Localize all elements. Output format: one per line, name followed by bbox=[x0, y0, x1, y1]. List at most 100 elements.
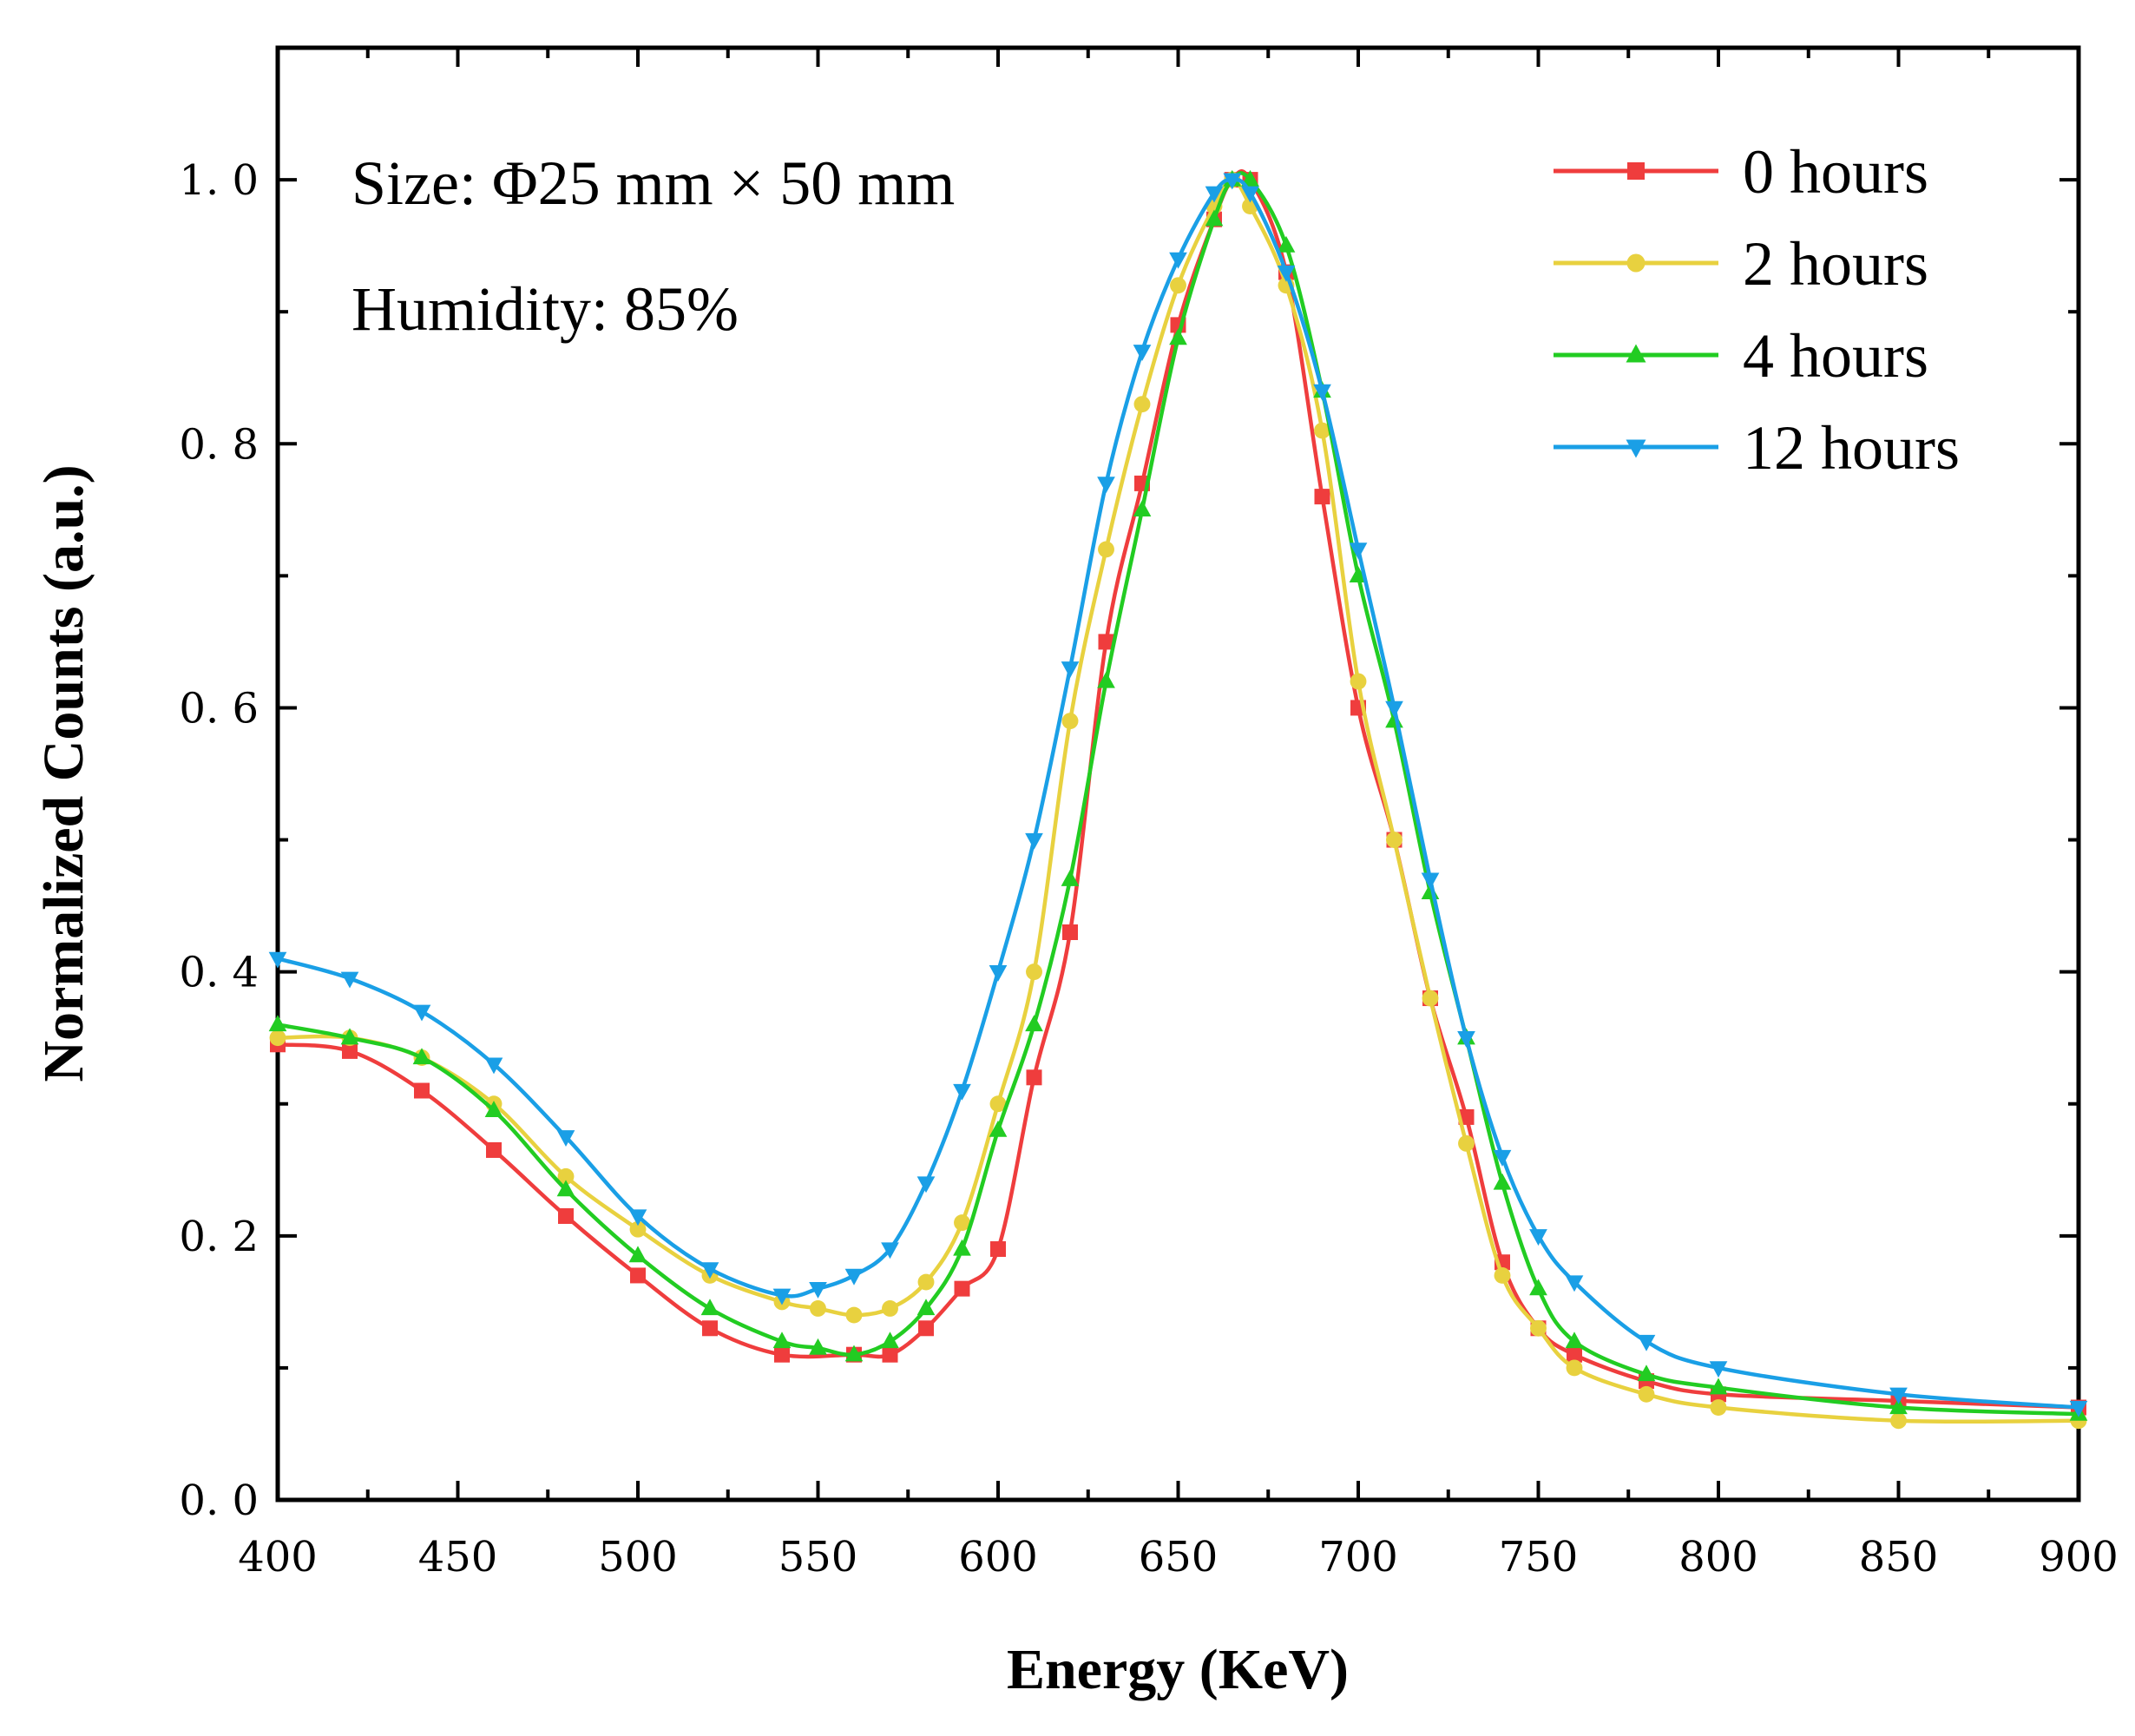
data-point bbox=[1133, 396, 1151, 413]
data-point bbox=[1422, 990, 1439, 1007]
data-point bbox=[1637, 1334, 1656, 1351]
data-point bbox=[953, 1239, 971, 1256]
data-point bbox=[1638, 1385, 1655, 1403]
x-tick-label: 700 bbox=[1318, 1533, 1398, 1581]
legend-label: 4 hours bbox=[1743, 321, 1928, 391]
series-12-hours bbox=[268, 173, 2088, 1417]
data-point bbox=[1529, 1279, 1547, 1296]
series-line bbox=[277, 177, 2079, 1424]
data-point bbox=[1566, 1359, 1583, 1377]
data-point bbox=[486, 1141, 502, 1158]
legend-marker bbox=[1627, 162, 1645, 180]
x-tick-label: 550 bbox=[778, 1533, 858, 1581]
legend-item: 4 hours bbox=[1554, 321, 1928, 391]
data-point bbox=[844, 1345, 864, 1362]
data-point bbox=[629, 1220, 647, 1238]
data-point bbox=[809, 1338, 827, 1355]
data-point bbox=[340, 971, 359, 989]
data-point bbox=[990, 1241, 1006, 1258]
data-point bbox=[1493, 1173, 1512, 1190]
y-tick-label: 0. 0 bbox=[179, 1476, 259, 1525]
data-point bbox=[1223, 173, 1242, 190]
data-point bbox=[1349, 566, 1368, 583]
data-point bbox=[628, 1209, 647, 1226]
data-point bbox=[1241, 169, 1259, 187]
legend-item: 2 hours bbox=[1554, 229, 1928, 299]
annotation-humidity: Humidity: 85% bbox=[351, 274, 739, 344]
legend-label: 12 hours bbox=[1743, 413, 1960, 483]
data-point bbox=[844, 1268, 864, 1286]
series-4-hours bbox=[268, 169, 2088, 1421]
data-point bbox=[1890, 1412, 1907, 1430]
y-tick-labels: 0. 0 0. 2 0. 4 0. 6 0. 8 1. 0 bbox=[179, 156, 259, 1525]
data-point bbox=[1026, 1069, 1042, 1086]
data-point bbox=[1205, 209, 1224, 227]
legend-item: 0 hours bbox=[1554, 137, 1928, 207]
annotation-size: Size: Φ25 mm × 50 mm bbox=[351, 148, 955, 218]
data-point bbox=[954, 1214, 970, 1232]
data-point bbox=[1133, 345, 1152, 362]
data-point bbox=[1457, 1031, 1475, 1048]
data-point bbox=[1205, 186, 1224, 203]
data-point bbox=[1026, 963, 1042, 981]
data-point bbox=[953, 1083, 971, 1101]
x-tick-label: 750 bbox=[1499, 1533, 1579, 1581]
data-point bbox=[1097, 477, 1115, 494]
data-point bbox=[1098, 541, 1114, 558]
data-point bbox=[1494, 1266, 1511, 1284]
data-point bbox=[1061, 713, 1079, 730]
y-tick-label: 1. 0 bbox=[179, 156, 259, 205]
data-point bbox=[1025, 1015, 1043, 1032]
data-point bbox=[1061, 661, 1080, 679]
data-point bbox=[1170, 277, 1186, 294]
data-point bbox=[342, 1042, 358, 1059]
data-point bbox=[1097, 671, 1115, 688]
data-point bbox=[882, 1300, 898, 1317]
data-point bbox=[1709, 1378, 1728, 1395]
data-point bbox=[1493, 1149, 1512, 1167]
data-point bbox=[1710, 1399, 1727, 1416]
data-point bbox=[1062, 924, 1078, 941]
data-point bbox=[1421, 872, 1440, 890]
axis-ticks bbox=[276, 46, 2080, 1502]
data-point bbox=[881, 1242, 899, 1259]
data-point bbox=[556, 1130, 575, 1147]
data-point bbox=[557, 1167, 575, 1185]
data-point bbox=[1889, 1397, 1908, 1415]
legend-label: 0 hours bbox=[1743, 137, 1928, 207]
legend: 0 hours 2 hours 4 hours 12 hours bbox=[1554, 137, 1960, 483]
x-tick-label: 900 bbox=[2039, 1533, 2119, 1581]
data-point bbox=[954, 1280, 970, 1297]
data-point bbox=[989, 1095, 1007, 1113]
data-point bbox=[412, 1004, 431, 1022]
data-point bbox=[1349, 542, 1368, 560]
data-point bbox=[774, 1346, 790, 1363]
data-point bbox=[1061, 869, 1080, 886]
y-tick-label: 0. 6 bbox=[179, 684, 259, 733]
data-point bbox=[1385, 700, 1403, 718]
legend-marker bbox=[1626, 253, 1646, 273]
data-point bbox=[630, 1267, 646, 1284]
data-point bbox=[989, 964, 1008, 982]
data-point bbox=[1025, 832, 1043, 850]
data-point bbox=[1241, 186, 1259, 203]
x-tick-label: 450 bbox=[418, 1533, 498, 1581]
data-point bbox=[1098, 634, 1114, 650]
data-point bbox=[1314, 489, 1330, 505]
data-point bbox=[1133, 500, 1152, 516]
data-point bbox=[916, 1176, 936, 1194]
data-point bbox=[882, 1346, 898, 1363]
x-tick-label: 400 bbox=[238, 1533, 318, 1581]
y-tick-label: 0. 4 bbox=[179, 949, 259, 997]
data-point bbox=[810, 1300, 826, 1317]
data-point bbox=[484, 1057, 503, 1075]
data-point bbox=[1709, 1361, 1728, 1378]
data-point bbox=[917, 1273, 935, 1291]
data-point bbox=[1169, 252, 1187, 269]
x-tick-label: 650 bbox=[1139, 1533, 1219, 1581]
x-tick-label: 500 bbox=[598, 1533, 678, 1581]
data-point bbox=[2069, 1400, 2088, 1417]
data-point bbox=[1277, 235, 1296, 253]
data-point bbox=[556, 1180, 575, 1197]
